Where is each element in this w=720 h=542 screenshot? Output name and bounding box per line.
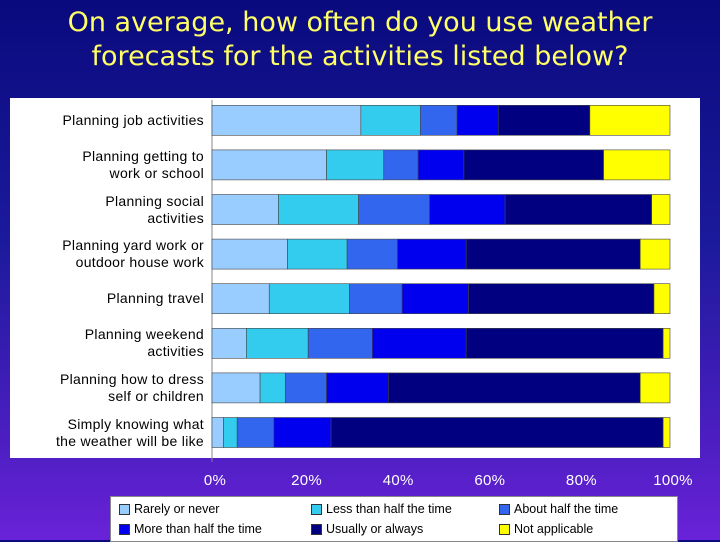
bar-segment-3-1 <box>287 238 348 270</box>
category-label: Simply knowing what the weather will be … <box>55 415 204 449</box>
bar-segment-4-2 <box>349 283 403 315</box>
bar-segment-2-5 <box>651 194 671 225</box>
legend-label: Not applicable <box>514 522 594 536</box>
legend-swatch <box>311 503 322 515</box>
bar-segment-3-3 <box>397 238 467 270</box>
bar-segment-6-0 <box>211 372 261 404</box>
legend-label: Usually or always <box>326 522 424 536</box>
legend-swatch <box>311 523 322 535</box>
legend-label: More than half the time <box>134 522 262 536</box>
bar-segment-3-5 <box>639 238 671 270</box>
bar-segment-3-2 <box>346 238 398 270</box>
legend-item: Less than half the time <box>311 500 452 518</box>
bar-segment-7-2 <box>236 417 275 448</box>
bar-segment-1-4 <box>463 149 604 181</box>
bar-segment-4-4 <box>468 283 655 315</box>
bar-segment-2-4 <box>504 194 652 225</box>
bar-segment-0-0 <box>211 105 362 136</box>
x-tick-label: 40% <box>382 472 414 489</box>
bar-segment-7-1 <box>223 417 238 448</box>
legend-swatch <box>499 523 510 535</box>
bar-segment-7-4 <box>330 417 664 448</box>
bar-segment-6-1 <box>259 372 286 404</box>
bar-segment-5-3 <box>371 327 467 359</box>
bar-segment-1-2 <box>383 149 419 181</box>
legend-item: Rarely or never <box>119 500 219 518</box>
bar-segment-1-5 <box>603 149 671 181</box>
category-label: Planning how to dress self or children <box>59 370 204 404</box>
x-tick-label: 100% <box>653 472 693 489</box>
bar-segment-1-3 <box>417 149 465 181</box>
category-label: Planning getting to work or school <box>82 147 204 181</box>
bar-segment-3-4 <box>465 238 641 270</box>
x-tick-label: 0% <box>203 472 227 489</box>
legend-swatch <box>119 503 130 515</box>
legend-label: Rarely or never <box>134 502 220 516</box>
x-tick-label: 80% <box>565 472 597 489</box>
bar-segment-0-4 <box>497 105 591 136</box>
bar-segment-4-1 <box>268 283 350 315</box>
bar-segment-6-3 <box>326 372 389 404</box>
legend-item: Not applicable <box>499 520 593 538</box>
bar-segment-1-1 <box>326 149 385 181</box>
bar-segment-6-2 <box>284 372 327 404</box>
bar-segment-5-4 <box>465 327 664 359</box>
category-label: Planning social activities <box>105 192 204 226</box>
x-tick-label: 60% <box>474 472 506 489</box>
legend-item: More than half the time <box>119 520 262 538</box>
legend: Rarely or never Less than half the time Ab… <box>110 496 678 542</box>
category-label: Planning weekend activities <box>84 326 204 360</box>
bar-segment-4-5 <box>653 283 671 315</box>
bar-segment-5-2 <box>307 327 373 359</box>
bar-segment-7-0 <box>211 417 224 448</box>
bar-segment-3-0 <box>211 238 288 270</box>
bar-segment-6-4 <box>388 372 641 404</box>
bar-segment-1-0 <box>211 149 327 181</box>
bar-segment-5-1 <box>246 327 309 359</box>
bar-segment-5-0 <box>211 327 247 359</box>
legend-swatch <box>499 503 510 515</box>
bar-segment-2-3 <box>429 194 506 225</box>
bar-segment-4-0 <box>211 283 270 315</box>
bar-segment-7-5 <box>662 417 671 448</box>
legend-item: Usually or always <box>311 520 423 538</box>
legend-label: About half the time <box>514 502 619 516</box>
bar-segment-2-1 <box>278 194 359 225</box>
category-label: Planning yard work or outdoor house work <box>62 237 204 271</box>
bar-segment-0-5 <box>589 105 671 136</box>
bar-segment-7-3 <box>273 417 332 448</box>
legend-label: Less than half the time <box>326 502 452 516</box>
bar-segment-6-5 <box>639 372 671 404</box>
bar-segment-0-3 <box>456 105 499 136</box>
bar-segment-5-5 <box>662 327 671 359</box>
category-label: Planning job activities <box>62 111 204 128</box>
legend-swatch <box>119 523 130 535</box>
bar-segment-2-2 <box>358 194 430 225</box>
chart-title: On average, how often do you use weather… <box>67 7 653 72</box>
legend-item: About half the time <box>499 500 618 518</box>
bar-segment-0-2 <box>420 105 458 136</box>
category-label: Planning travel <box>106 290 204 307</box>
bar-segment-2-0 <box>211 194 279 225</box>
bar-segment-4-3 <box>401 283 469 315</box>
bar-segment-0-1 <box>360 105 421 136</box>
x-tick-label: 20% <box>291 472 323 489</box>
